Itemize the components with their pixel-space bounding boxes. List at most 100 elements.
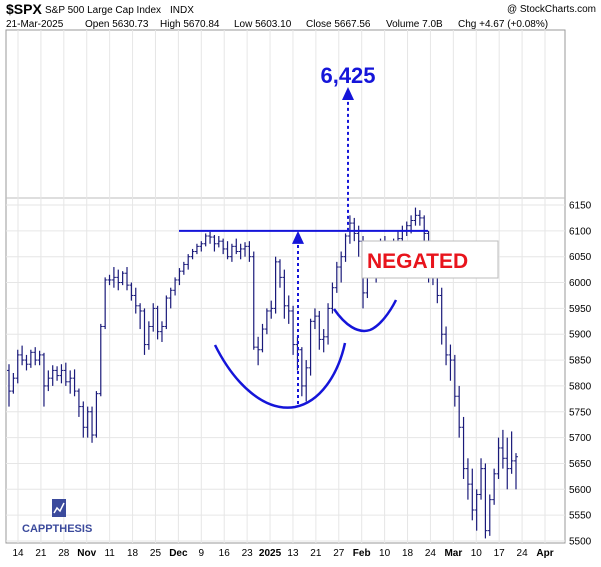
ohlc-bar (470, 468, 475, 521)
y-tick-label: 6100 (569, 226, 592, 237)
ohlc-bar (487, 494, 492, 536)
ohlc-bar (479, 458, 484, 500)
y-tick-label: 5600 (569, 485, 592, 496)
x-tick-label: Apr (536, 548, 553, 559)
ohlc-bar (483, 463, 488, 539)
ohlc-bar (413, 207, 418, 226)
ohlc-bar (190, 248, 195, 260)
y-tick-label: 5700 (569, 433, 592, 444)
logo-icon (52, 499, 66, 517)
ohlc-bar (286, 295, 291, 324)
ohlc-bar (225, 241, 230, 260)
ohlc-bar (334, 261, 339, 293)
x-tick-label: 2025 (259, 548, 282, 559)
ohlc-bar (186, 254, 191, 270)
ohlc-bar (129, 282, 134, 301)
ohlc-bar (41, 352, 46, 407)
y-tick-label: 5850 (569, 356, 592, 367)
ohlc-bar (125, 267, 130, 291)
stockcharts-credit: @ StockCharts.com (507, 4, 596, 15)
ohlc-bar (269, 300, 274, 319)
ohlc-bar (142, 308, 147, 355)
ohlc-bar (85, 406, 90, 438)
ohlc-bar (155, 305, 160, 340)
ohlc-bar (221, 238, 226, 255)
ohlc-bar (509, 431, 514, 474)
ohlc-bar (20, 345, 25, 366)
y-tick-label: 5500 (569, 537, 592, 548)
pattern-depth-arrow (292, 230, 304, 244)
x-tick-label: 25 (150, 548, 162, 559)
logo-text: CAPPTHESIS (22, 523, 92, 535)
ohlc-bar (243, 242, 248, 257)
pattern-annotations: 6,425 NEGATED (179, 63, 499, 409)
x-tick-label: 21 (35, 548, 47, 559)
target-arrow (342, 87, 354, 100)
ohlc-bar (168, 287, 173, 309)
ohlc-bar (103, 277, 108, 330)
y-tick-label: 5650 (569, 459, 592, 470)
y-tick-label: 5750 (569, 407, 592, 418)
x-tick-label: 16 (219, 548, 231, 559)
y-axis: 5500 5550 5600 5650 5700 5750 5800 5850 5900 5950… (569, 201, 592, 548)
ohlc-bar (68, 370, 73, 394)
x-tick-label: Feb (353, 548, 371, 559)
y-tick-label: 5950 (569, 304, 592, 315)
ohlc-bar (465, 458, 470, 500)
ohlc-bar (256, 336, 261, 366)
ohlc-bar (299, 347, 304, 397)
exchange-label: INDX (170, 5, 194, 16)
ohlc-bar (234, 238, 239, 255)
ohlc-bar (500, 429, 505, 469)
y-tick-label: 6000 (569, 278, 592, 289)
x-tick-label: 27 (333, 548, 345, 559)
ohlc-bar (33, 347, 38, 366)
ohlc-bar (177, 268, 182, 286)
ohlc-bar (282, 269, 287, 319)
high-value: High 5670.84 (160, 19, 220, 30)
y-tick-label: 6150 (569, 201, 592, 212)
chart-symbol: $SPX (6, 1, 42, 17)
ohlc-bar (46, 370, 51, 392)
ohlc-bar (444, 326, 449, 366)
ohlc-bar (461, 416, 466, 479)
ohlc-bar (194, 243, 199, 255)
y-tick-label: 6050 (569, 252, 592, 263)
x-tick-label: 13 (287, 548, 299, 559)
x-tick-label: 10 (379, 548, 391, 559)
ohlc-bar (251, 251, 256, 350)
cup-curve-left (213, 342, 347, 409)
low-value: Low 5603.10 (234, 19, 292, 30)
ohlc-bar (273, 256, 278, 314)
ohlc-bar (330, 282, 335, 314)
ohlc-bar (474, 489, 479, 531)
ohlc-bar (247, 241, 252, 262)
ohlc-bar (81, 401, 86, 438)
ohlc-bar (417, 210, 422, 226)
y-tick-label: 5900 (569, 330, 592, 341)
ohlc-bar (94, 391, 99, 438)
ohlc-bar (98, 323, 103, 397)
ohlc-bar (505, 437, 510, 490)
ohlc-bar (173, 277, 178, 296)
ohlc-bar (291, 305, 296, 355)
ohlc-bar (448, 344, 453, 381)
ohlc-bar (138, 303, 143, 330)
y-tick-label: 5550 (569, 511, 592, 522)
ohlc-bar (72, 369, 77, 397)
ohlc-bar (264, 308, 269, 335)
ohlc-bar (317, 310, 322, 350)
x-tick-label: Nov (77, 548, 96, 559)
ohlc-bar (90, 406, 95, 443)
x-tick-label: 14 (12, 548, 24, 559)
ohlc-bar (76, 388, 81, 417)
target-label: 6,425 (320, 63, 375, 88)
x-tick-label: 17 (494, 548, 506, 559)
ohlc-bar (199, 241, 204, 252)
ohlc-bar (277, 259, 282, 288)
ohlc-bar (229, 243, 234, 262)
ohlc-bar (63, 362, 68, 386)
y-tick-label: 5800 (569, 381, 592, 392)
ohlc-bar (159, 321, 164, 342)
ohlc-bar (37, 350, 42, 366)
